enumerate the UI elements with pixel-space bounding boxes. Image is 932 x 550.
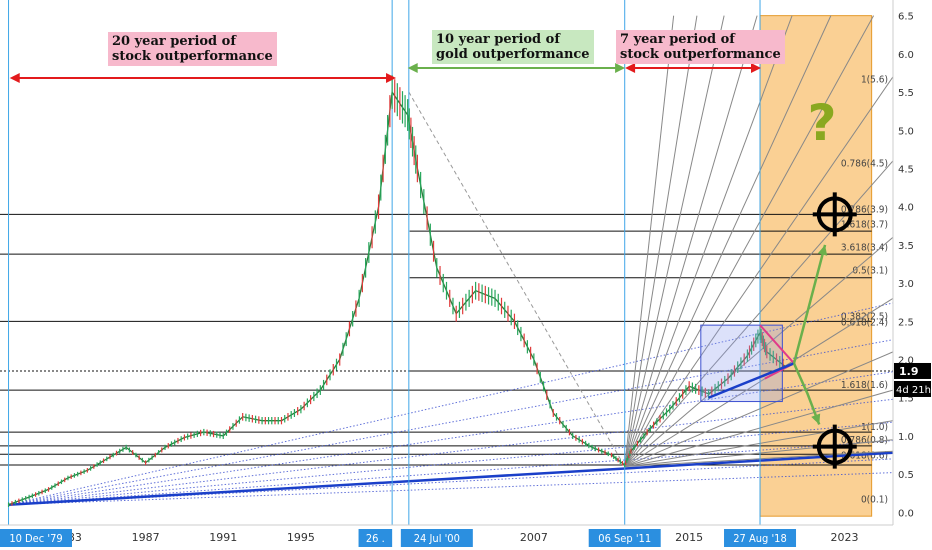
fib-label: 0.786(3.9) xyxy=(841,204,888,215)
consolidation-box xyxy=(700,324,783,403)
x-tick-label: 1991 xyxy=(209,531,237,544)
fib-label: 3.618(3.4) xyxy=(841,243,888,254)
fib-label: 0.618(2.4) xyxy=(841,317,888,328)
y-tick-label: 6.5 xyxy=(898,12,914,23)
fan-line-2011 xyxy=(624,15,832,467)
fib-fan-group xyxy=(8,15,894,506)
fib-label: 1.618(1.6) xyxy=(841,380,888,391)
x-tick-label: 2023 xyxy=(830,531,858,544)
y-tick-label: 0.5 xyxy=(898,470,914,481)
fib-label: 1.618(3.7) xyxy=(841,220,888,231)
fan-line-2011 xyxy=(624,439,894,468)
box-support-line xyxy=(708,362,795,399)
arrow-stock-7yr-head-left xyxy=(625,63,636,73)
y-tick-label: 0.0 xyxy=(898,508,914,519)
fan-line-2011 xyxy=(624,15,698,467)
projection-down xyxy=(792,362,821,425)
date-badge xyxy=(724,529,797,547)
x-tick-label: 1995 xyxy=(287,531,315,544)
date-badge-label: 24 Jul '00 xyxy=(414,532,460,545)
date-badge xyxy=(400,529,473,547)
callout-stock-20yr: 20 year period of stock outperformance xyxy=(108,32,277,66)
fib-label: 0.5(3.1) xyxy=(852,265,888,276)
date-badge-label: 26 . xyxy=(366,532,385,545)
fan-line-1979 xyxy=(8,302,894,506)
arrow-stock-20yr-head-left xyxy=(9,73,20,83)
y-tick-label: 4.0 xyxy=(898,203,914,214)
fan-line-2011 xyxy=(624,15,758,467)
countdown-badge xyxy=(894,380,931,397)
target-zone-group xyxy=(759,15,873,517)
projection-up xyxy=(792,244,827,364)
fan-line-2011 xyxy=(624,389,894,467)
fan-line-2011 xyxy=(624,160,894,467)
fan-line-1979 xyxy=(8,440,894,506)
y-tick-label: 6.0 xyxy=(898,50,914,61)
fan-line-2011 xyxy=(624,15,875,467)
fan-line-2011 xyxy=(624,420,894,468)
x-tick-label: 1987 xyxy=(132,531,160,544)
peak-trendline xyxy=(408,91,626,467)
y-tick-label: 5.0 xyxy=(898,126,914,137)
question-mark: ? xyxy=(807,94,836,152)
date-badge xyxy=(0,529,72,547)
fan-line-1979 xyxy=(8,421,894,506)
callout-stock-7yr: 7 year period of stock outperformance xyxy=(616,30,785,64)
arrow-stock-7yr-head-right xyxy=(750,63,761,73)
fib-label: 0(0.1) xyxy=(861,495,888,506)
fan-line-1979 xyxy=(8,339,894,506)
vertical-lines-group xyxy=(8,0,761,526)
fib-label: 0.786(0.8) xyxy=(841,435,888,446)
fan-line-2011 xyxy=(624,15,725,467)
y-tick-label: 1.5 xyxy=(898,394,914,405)
fan-line-2011 xyxy=(624,297,894,467)
countdown-label: 4d 21h xyxy=(896,385,931,396)
date-badge-label: 10 Dec '79 xyxy=(9,532,62,545)
fan-line-1979 xyxy=(8,472,894,506)
support-line xyxy=(8,451,894,506)
current-price-badge xyxy=(894,362,931,379)
fan-line-2011 xyxy=(624,76,894,467)
projection-up-head xyxy=(817,244,828,256)
fib-label: 1(1.0) xyxy=(861,422,888,433)
arrow-gold-10yr-head-left xyxy=(407,63,418,73)
fan-line-2011 xyxy=(624,236,894,467)
overlay-group xyxy=(9,63,857,469)
date-badge-label: 06 Sep '11 xyxy=(598,532,651,545)
projection-down-head xyxy=(811,413,821,425)
y-tick-label: 2.0 xyxy=(898,356,914,367)
fib-label: 0.618(0.6) xyxy=(841,450,888,461)
y-tick-label: 4.5 xyxy=(898,164,914,175)
price-series-group xyxy=(7,75,787,508)
price-line xyxy=(8,90,787,506)
fan-line-1979 xyxy=(8,398,894,506)
current-price-label: 1.9 xyxy=(899,365,919,378)
y-tick-label: 3.0 xyxy=(898,279,914,290)
date-badge xyxy=(358,529,393,547)
fib-label: 0.786(4.5) xyxy=(841,158,888,169)
x-tick-label: 2007 xyxy=(520,531,548,544)
fib-label: 1(5.6) xyxy=(861,74,888,85)
arrow-gold-10yr-head-right xyxy=(615,63,626,73)
date-badge xyxy=(588,529,661,547)
arrow-stock-20yr-head-right xyxy=(386,73,397,83)
y-tick-label: 5.5 xyxy=(898,88,914,99)
target-lower-icon xyxy=(812,424,857,469)
y-tick-label: 1.0 xyxy=(898,432,914,443)
fan-line-2011 xyxy=(624,15,675,467)
date-badge-label: 27 Aug '18 xyxy=(733,532,787,545)
x-tick-label: 2015 xyxy=(675,531,703,544)
target-zone xyxy=(759,15,873,517)
fan-line-2011 xyxy=(624,351,894,467)
fan-line-2011 xyxy=(624,15,793,467)
callout-gold-10yr: 10 year period of gold outperformance xyxy=(432,30,594,64)
right-axis-bg xyxy=(893,0,932,550)
y-tick-label: 3.5 xyxy=(898,241,914,252)
y-tick-label: 2.5 xyxy=(898,317,914,328)
target-upper-icon xyxy=(812,192,857,237)
